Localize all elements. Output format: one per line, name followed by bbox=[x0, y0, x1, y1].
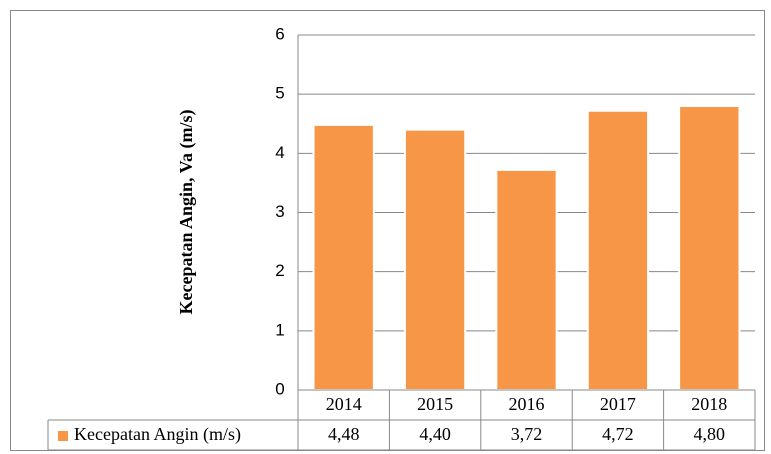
chart-border bbox=[10, 10, 765, 451]
legend-label: Kecepatan Angin (m/s) bbox=[74, 424, 241, 445]
y-tick-label: 0 bbox=[275, 379, 284, 398]
legend-key bbox=[58, 431, 68, 441]
bar bbox=[586, 109, 650, 391]
y-tick-label: 3 bbox=[275, 202, 284, 221]
data-label: 4,72 bbox=[602, 424, 634, 444]
x-tick-label: 2018 bbox=[691, 394, 727, 414]
bar bbox=[403, 128, 467, 392]
data-label: 4,48 bbox=[328, 424, 360, 444]
bar bbox=[312, 123, 375, 392]
data-label: 4,80 bbox=[694, 424, 726, 444]
x-tick-label: 2016 bbox=[509, 394, 545, 414]
bar bbox=[495, 168, 558, 391]
x-tick-label: 2017 bbox=[600, 394, 636, 414]
data-label: 4,40 bbox=[419, 424, 451, 444]
bar bbox=[678, 105, 741, 391]
y-axis-title: Kecepatan Angin, Va (m/s) bbox=[176, 109, 197, 314]
y-tick-label: 4 bbox=[275, 143, 284, 162]
data-label: 3,72 bbox=[511, 424, 543, 444]
y-tick-label: 1 bbox=[275, 320, 284, 339]
x-tick-label: 2014 bbox=[326, 394, 362, 414]
y-tick-label: 6 bbox=[275, 24, 284, 43]
x-tick-label: 2015 bbox=[417, 394, 453, 414]
y-tick-label: 2 bbox=[275, 261, 284, 280]
y-tick-label: 5 bbox=[275, 84, 284, 103]
